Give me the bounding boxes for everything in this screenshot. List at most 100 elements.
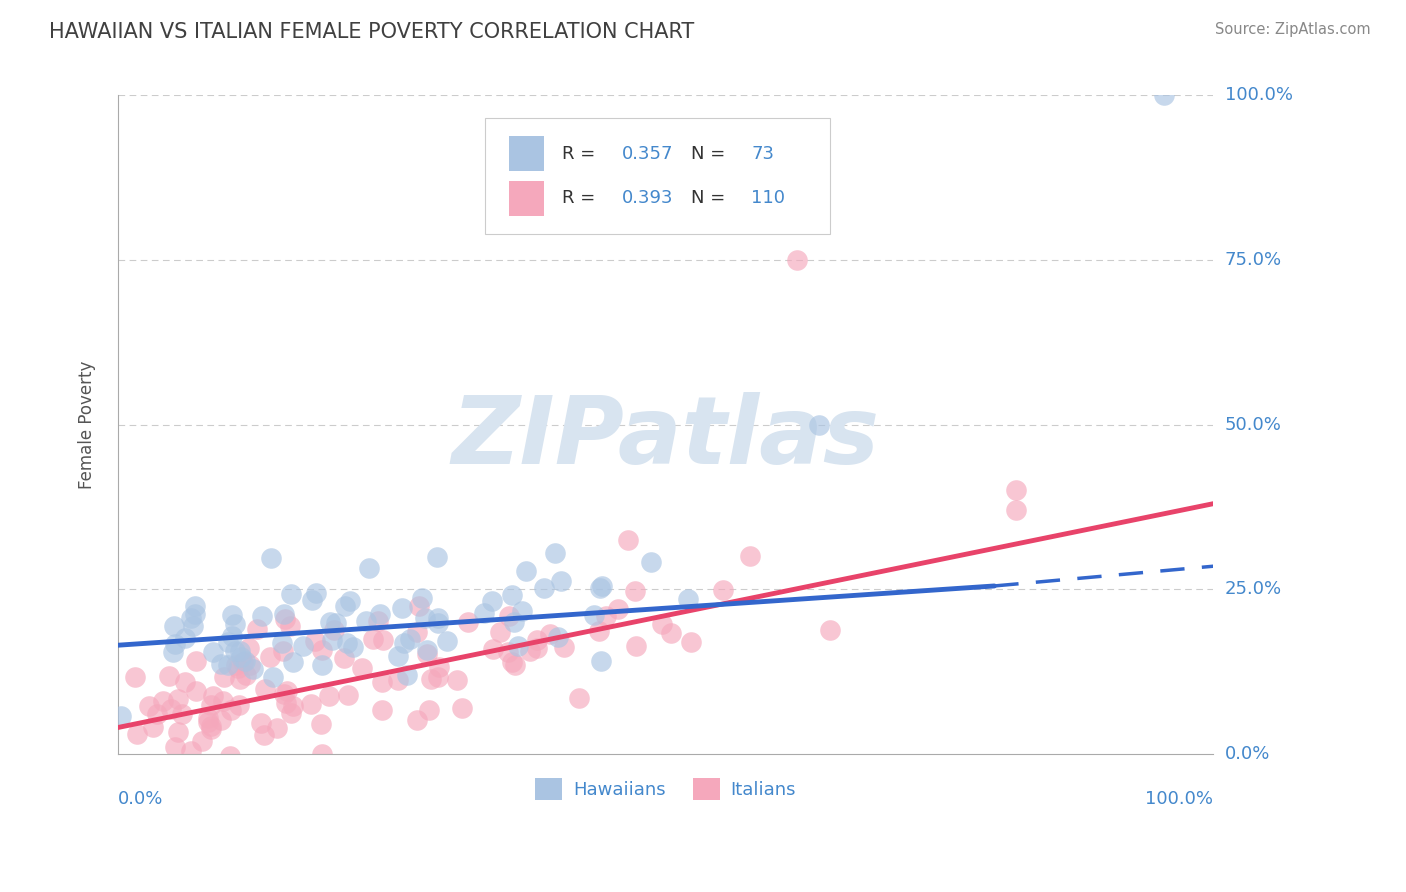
Point	[200, 698, 222, 712]
Point	[270, 636, 292, 650]
Point	[426, 616, 449, 631]
Point	[354, 615, 377, 629]
Point	[1153, 88, 1175, 103]
Point	[371, 632, 394, 647]
Point	[311, 747, 333, 761]
FancyBboxPatch shape	[509, 181, 544, 216]
Point	[125, 727, 148, 741]
Point	[233, 654, 256, 668]
Point	[488, 625, 510, 640]
Point	[173, 675, 195, 690]
Point	[617, 533, 640, 548]
Text: 100.0%: 100.0%	[1225, 87, 1292, 104]
Point	[350, 661, 373, 675]
Point	[218, 748, 240, 763]
Point	[301, 592, 323, 607]
Point	[311, 657, 333, 672]
Point	[591, 579, 613, 593]
Point	[740, 549, 762, 563]
Text: 73: 73	[751, 145, 775, 162]
Point	[138, 699, 160, 714]
FancyBboxPatch shape	[509, 136, 544, 170]
Point	[262, 670, 284, 684]
Point	[472, 606, 495, 620]
Point	[332, 650, 354, 665]
Point	[280, 587, 302, 601]
Text: N =: N =	[690, 189, 731, 208]
Point	[273, 687, 295, 701]
Point	[1005, 503, 1028, 517]
Point	[305, 586, 328, 600]
Point	[271, 643, 294, 657]
Point	[215, 760, 238, 774]
Point	[446, 673, 468, 687]
Point	[568, 690, 591, 705]
Point	[624, 639, 647, 653]
Point	[482, 641, 505, 656]
Point	[591, 655, 613, 669]
Point	[184, 654, 207, 668]
Point	[229, 673, 252, 687]
Point	[395, 668, 418, 682]
Point	[387, 673, 409, 687]
Point	[336, 636, 359, 650]
Point	[588, 624, 610, 638]
Point	[553, 640, 575, 654]
Point	[183, 619, 205, 633]
Legend: Hawaiians, Italians: Hawaiians, Italians	[527, 771, 803, 807]
FancyBboxPatch shape	[485, 119, 830, 234]
Point	[595, 608, 617, 623]
Point	[676, 592, 699, 607]
Point	[200, 723, 222, 737]
Point	[357, 560, 380, 574]
Point	[318, 615, 340, 629]
Point	[304, 633, 326, 648]
Point	[501, 588, 523, 602]
Point	[322, 623, 344, 637]
Point	[543, 545, 565, 559]
Point	[299, 697, 322, 711]
Point	[411, 591, 433, 605]
Point	[228, 698, 250, 713]
Point	[163, 637, 186, 651]
Point	[342, 640, 364, 655]
Text: HAWAIIAN VS ITALIAN FEMALE POVERTY CORRELATION CHART: HAWAIIAN VS ITALIAN FEMALE POVERTY CORRE…	[49, 22, 695, 42]
Point	[808, 417, 831, 432]
Point	[180, 744, 202, 758]
Text: Source: ZipAtlas.com: Source: ZipAtlas.com	[1215, 22, 1371, 37]
Point	[184, 607, 207, 621]
Text: ZIPatlas: ZIPatlas	[451, 392, 880, 483]
Point	[427, 611, 450, 625]
Point	[436, 634, 458, 648]
Point	[224, 617, 246, 632]
Point	[276, 684, 298, 698]
Point	[640, 555, 662, 569]
Point	[427, 660, 450, 674]
Point	[547, 630, 569, 644]
Point	[184, 599, 207, 613]
Text: 100.0%: 100.0%	[1146, 790, 1213, 808]
Point	[526, 641, 548, 656]
Point	[533, 581, 555, 595]
Text: N =: N =	[690, 145, 731, 162]
Point	[110, 708, 132, 723]
Point	[229, 650, 252, 665]
Point	[160, 702, 183, 716]
Point	[651, 616, 673, 631]
Text: 0.0%: 0.0%	[1225, 745, 1270, 763]
Point	[180, 611, 202, 625]
Point	[170, 706, 193, 721]
Point	[266, 722, 288, 736]
Point	[311, 717, 333, 731]
Point	[124, 670, 146, 684]
Point	[219, 703, 242, 717]
Point	[337, 689, 360, 703]
Point	[325, 615, 347, 630]
Text: 0.0%: 0.0%	[118, 790, 163, 808]
Point	[163, 760, 186, 774]
Point	[501, 655, 523, 669]
Point	[221, 607, 243, 622]
Point	[218, 635, 240, 649]
Point	[253, 728, 276, 742]
Point	[209, 713, 232, 727]
